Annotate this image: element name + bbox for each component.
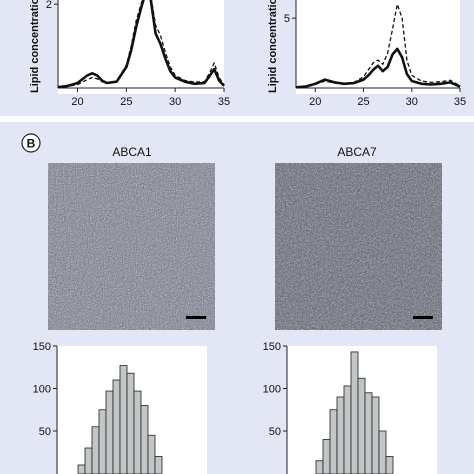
abca1-title: ABCA1 bbox=[112, 145, 152, 159]
abca1-profile-y-axis-label: Lipid concentration bbox=[29, 0, 41, 93]
abca7-histogram-y-tick-label: 150 bbox=[263, 341, 281, 353]
abca1-histogram-y-tick-label: 50 bbox=[39, 426, 51, 438]
abca1-profile-plot-area bbox=[58, 0, 224, 94]
abca1-histogram-bar bbox=[140, 405, 149, 474]
abca1-histogram-bar bbox=[154, 456, 163, 474]
panel-b-letter-badge bbox=[21, 133, 41, 153]
abca1-histogram-bar bbox=[84, 447, 93, 474]
panel-b-letter: B bbox=[27, 137, 36, 151]
abca7-histogram-bar bbox=[336, 396, 345, 474]
abca1-profile-x-tick-label: 30 bbox=[169, 96, 181, 108]
abca7-profile-plot-area bbox=[296, 0, 460, 94]
abca1-histogram-bar bbox=[77, 464, 86, 474]
abca1-histogram-bar bbox=[98, 409, 107, 474]
abca7-histogram-bar bbox=[329, 409, 338, 474]
abca1-histogram-bar bbox=[91, 426, 100, 474]
abca1-profile-x-tick-label: 35 bbox=[218, 96, 230, 108]
abca7-histogram-y-tick-label: 50 bbox=[269, 426, 281, 438]
abca1-histogram-bar bbox=[105, 390, 114, 474]
abca1-profile-solid-series-line bbox=[57, 0, 225, 89]
abca1-profile-chart: 20 25 30 35 2 bbox=[46, 0, 230, 108]
abca7-profile-x-tick-label: 35 bbox=[454, 96, 466, 108]
abca7-histogram-y-tick-label: 100 bbox=[263, 384, 281, 396]
abca1-profile-y-tick-label: 2 bbox=[46, 0, 52, 11]
panel-a: 20 25 30 352 20 25 30 355 Lipid concentration … bbox=[0, 0, 474, 116]
abca7-histogram-chart: 50 100 150 bbox=[263, 341, 394, 474]
abca1-histogram-bar bbox=[119, 365, 128, 474]
abca7-scale-bar bbox=[413, 316, 433, 319]
abca7-profile-x-tick-label: 30 bbox=[406, 96, 418, 108]
abca7-profile-solid-series-line bbox=[295, 47, 461, 89]
abca7-profile-dashed-series-line bbox=[295, 3, 461, 88]
abca1-micrograph bbox=[48, 163, 215, 330]
abca7-profile-x-tick-label: 20 bbox=[309, 96, 321, 108]
panel-b: B ABCA1 ABCA7 50 100 150 50 100 150 bbox=[0, 122, 474, 474]
abca7-histogram-bar bbox=[343, 385, 352, 474]
abca1-profile-x-tick-label: 20 bbox=[71, 96, 83, 108]
abca7-micrograph bbox=[275, 163, 442, 330]
abca1-histogram-y-tick-label: 150 bbox=[33, 341, 51, 353]
abca7-histogram-bar bbox=[350, 351, 359, 474]
abca7-profile-y-axis-label: Lipid concentration bbox=[267, 0, 279, 93]
abca7-histogram-bar bbox=[378, 430, 387, 474]
abca7-profile-chart: 20 25 30 35 5 bbox=[284, 0, 466, 108]
abca1-histogram-chart: 50 100 150 bbox=[33, 341, 163, 474]
abca7-histogram-bar bbox=[357, 377, 366, 474]
abca1-histogram-bar bbox=[147, 434, 156, 474]
abca7-histogram-bar bbox=[315, 460, 324, 474]
abca7-profile-x-tick-label: 25 bbox=[357, 96, 369, 108]
abca1-scale-bar bbox=[186, 316, 206, 319]
abca1-profile-x-tick-label: 25 bbox=[120, 96, 132, 108]
abca7-profile-y-tick-label: 5 bbox=[284, 13, 290, 25]
abca1-histogram-bar bbox=[126, 372, 135, 474]
abca7-histogram-bar bbox=[371, 396, 380, 474]
abca7-histogram-bar bbox=[385, 456, 394, 474]
abca1-histogram-bar bbox=[133, 390, 142, 474]
panel-separator bbox=[0, 116, 474, 122]
abca7-histogram-bar bbox=[322, 439, 331, 474]
abca7-title: ABCA7 bbox=[337, 145, 377, 159]
abca1-histogram-y-tick-label: 100 bbox=[33, 384, 51, 396]
abca1-histogram-bar bbox=[112, 379, 121, 474]
abca7-histogram-bar bbox=[364, 392, 373, 474]
